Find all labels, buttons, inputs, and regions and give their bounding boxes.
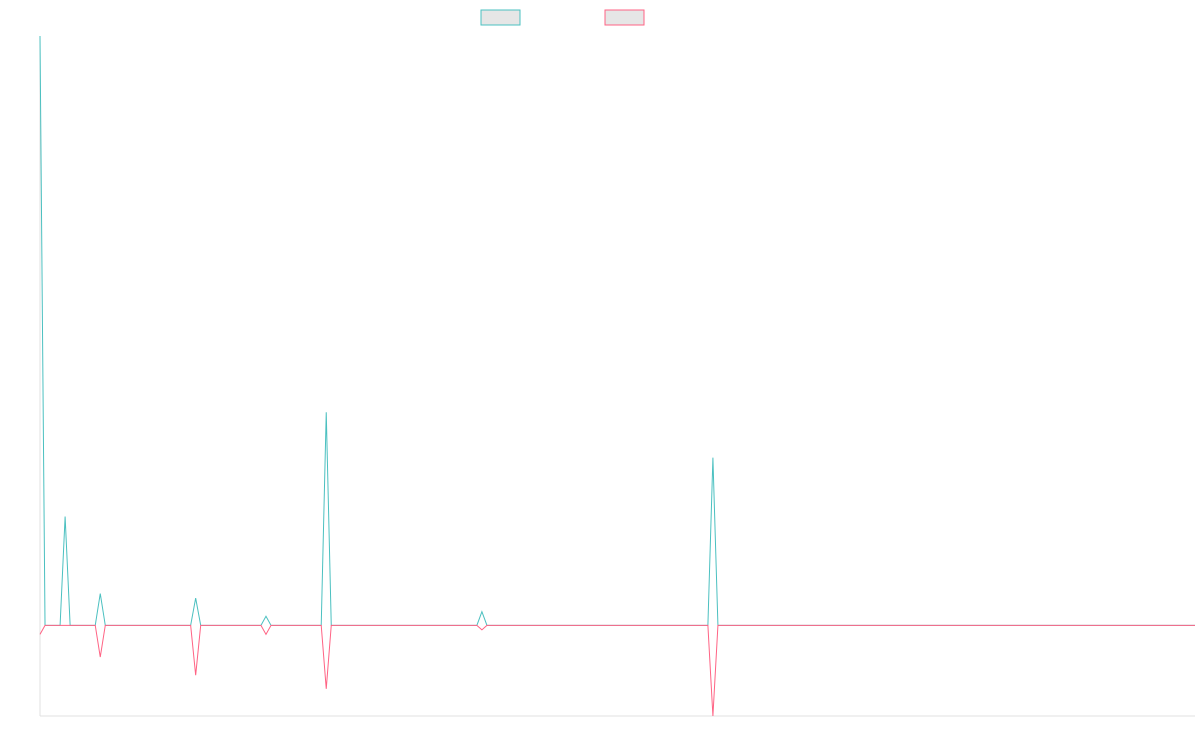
series-line-2 — [39, 624, 1195, 717]
series-2-point[interactable] — [329, 623, 333, 627]
series-2-point[interactable] — [480, 628, 484, 632]
series-2-point[interactable] — [279, 623, 283, 627]
series-2-point[interactable] — [43, 623, 47, 627]
series-2-point[interactable] — [1193, 623, 1197, 627]
series-1-point[interactable] — [194, 596, 198, 600]
series-2-point[interactable] — [289, 623, 293, 627]
series-2-point[interactable] — [294, 623, 298, 627]
series-1-point[interactable] — [480, 610, 484, 614]
series-2-point[interactable] — [259, 623, 263, 627]
series-1-point[interactable] — [324, 410, 328, 414]
series-2-point[interactable] — [706, 623, 710, 627]
legend — [480, 9, 645, 26]
series-2-point[interactable] — [194, 673, 198, 677]
series-2-point[interactable] — [98, 655, 102, 659]
series-2-point[interactable] — [264, 632, 268, 636]
series-2-point[interactable] — [711, 714, 715, 718]
series-1-point[interactable] — [711, 456, 715, 460]
series-2-point[interactable] — [716, 623, 720, 627]
axes — [39, 36, 1195, 717]
series-1-point[interactable] — [38, 34, 42, 38]
legend-item-2[interactable] — [604, 9, 645, 26]
series-2-point[interactable] — [475, 623, 479, 627]
series-2-point[interactable] — [269, 623, 273, 627]
series-layer — [38, 34, 1197, 718]
series-line-1 — [39, 35, 1195, 626]
series-2-point[interactable] — [319, 623, 323, 627]
series-1-point[interactable] — [264, 614, 268, 618]
series-2 — [38, 623, 1197, 718]
series-2-point[interactable] — [304, 623, 308, 627]
series-2-point[interactable] — [93, 623, 97, 627]
legend-item-1[interactable] — [480, 9, 521, 26]
series-1-point[interactable] — [63, 515, 67, 519]
series-1-point[interactable] — [98, 592, 102, 596]
series-2-point[interactable] — [38, 632, 42, 636]
legend-swatch-2[interactable] — [604, 9, 645, 26]
series-2-point[interactable] — [189, 623, 193, 627]
series-2-point[interactable] — [103, 623, 107, 627]
series-2-point[interactable] — [485, 623, 489, 627]
legend-swatch-1[interactable] — [480, 9, 521, 26]
series-2-point[interactable] — [284, 623, 288, 627]
series-2-point[interactable] — [324, 687, 328, 691]
series-2-point[interactable] — [199, 623, 203, 627]
series-1 — [38, 34, 1195, 626]
